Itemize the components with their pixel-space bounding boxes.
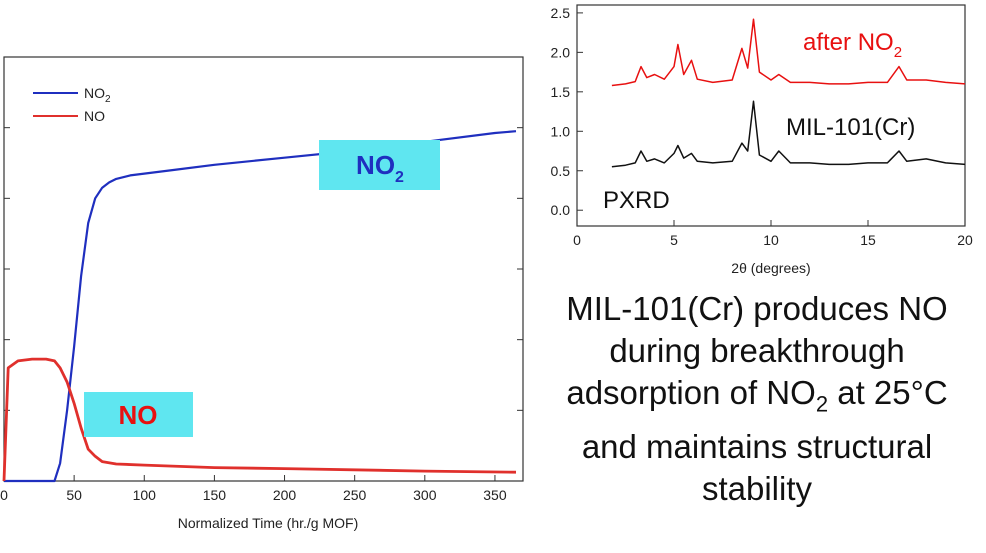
pxrd-after-no2-sub: 2 (894, 44, 902, 61)
summary-caption: MIL-101(Cr) produces NO during breakthro… (528, 288, 986, 510)
bt-x-tick-label: 300 (413, 487, 437, 503)
px-x-tick-label: 20 (957, 232, 973, 248)
legend-no-label: NO (84, 108, 105, 124)
caption-line-4: and maintains structural (528, 426, 986, 468)
legend-no2-text: NO (84, 85, 105, 101)
bt-x-tick-label: 50 (66, 487, 82, 503)
pxrd-chart: 0.0 0.5 1.0 1.5 2.0 2.5 0 5 10 15 20 after NO2 MI… (551, 5, 973, 276)
bt-x-tick-label: 200 (273, 487, 297, 503)
annotation-no2-box: NO2 (319, 140, 440, 190)
px-x-tick-label: 5 (670, 232, 678, 248)
pxrd-after-no2-text: after NO (803, 29, 894, 56)
px-y-tick-label: 2.0 (551, 44, 571, 60)
annotation-no-label: NO (119, 400, 158, 430)
pxrd-x-axis-label: 2θ (degrees) (731, 260, 810, 276)
px-y-tick-label: 0.5 (551, 163, 571, 179)
legend-no2-sub: 2 (105, 94, 111, 105)
caption-line-3-post: at 25°C (828, 374, 948, 411)
pxrd-mil101-label: MIL-101(Cr) (786, 114, 915, 141)
bt-x-tick-label: 100 (133, 487, 157, 503)
annotation-no-box: NO (84, 392, 193, 437)
px-x-tick-label: 15 (860, 232, 876, 248)
bt-x-tick-label: 250 (343, 487, 367, 503)
caption-line-3-sub: 2 (816, 392, 828, 417)
px-y-tick-label: 1.5 (551, 84, 571, 100)
caption-line-2: during breakthrough (528, 330, 986, 372)
px-x-tick-label: 10 (763, 232, 779, 248)
caption-line-5: stability (528, 468, 986, 510)
bt-x-tick-label: 350 (483, 487, 507, 503)
px-y-tick-label: 0.0 (551, 202, 571, 218)
annotation-no2-sub: 2 (395, 169, 404, 186)
caption-line-1: MIL-101(Cr) produces NO (528, 288, 986, 330)
pxrd-panel-label: PXRD (603, 187, 670, 214)
px-y-tick-label: 2.5 (551, 5, 571, 21)
bt-x-tick-label: 0 (0, 487, 8, 503)
caption-line-3-pre: adsorption of NO (566, 374, 815, 411)
px-y-tick-label: 1.0 (551, 123, 571, 139)
px-x-tick-label: 0 (573, 232, 581, 248)
caption-line-3: adsorption of NO2 at 25°C (528, 372, 986, 426)
bt-x-tick-label: 150 (203, 487, 227, 503)
annotation-no2-text: NO (356, 150, 395, 180)
breakthrough-chart: 0 50 100 150 200 250 300 350 NO2 NO NO2 NO Norm… (0, 57, 523, 531)
breakthrough-x-axis-label: Normalized Time (hr./g MOF) (178, 515, 358, 531)
